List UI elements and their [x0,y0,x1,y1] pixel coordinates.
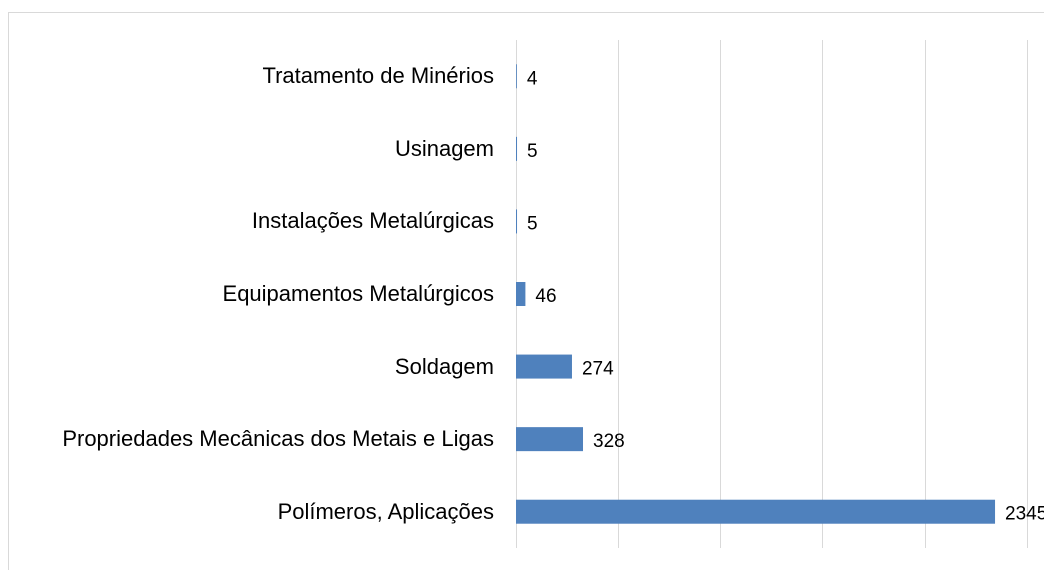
bar [516,499,996,524]
bar [516,209,518,234]
bar [516,136,518,161]
category-label: Instalações Metalúrgicas [251,208,494,234]
data-label: 274 [582,359,614,380]
category-label: Usinagem [394,135,494,161]
bar [516,282,526,306]
data-label: 5 [527,213,538,234]
data-label: 5 [527,141,538,162]
data-label: 4 [527,68,538,89]
category-label-box: Instalações Metalúrgicas [14,208,494,234]
chart-frame [8,12,1044,570]
category-label-box: Propriedades Mecânicas dos Metais e Liga… [14,426,494,452]
bar [516,64,517,89]
data-label: 328 [593,431,625,452]
category-label: Soldagem [394,353,494,379]
category-label-box: Soldagem [14,354,494,380]
category-label-box: Tratamento de Minérios [14,63,494,89]
category-label-box: Equipamentos Metalúrgicos [14,281,494,307]
category-label: Propriedades Mecânicas dos Metais e Liga… [62,426,494,452]
category-label: Equipamentos Metalúrgicos [222,281,494,306]
data-label: 2345 [1005,504,1044,525]
category-label-box: Usinagem [14,136,494,162]
category-label: Tratamento de Minérios [262,63,494,89]
category-label-box: Polímeros, Aplicações [14,499,494,525]
bar [516,427,584,452]
data-label: 46 [535,286,556,307]
bar [516,354,572,379]
category-label: Polímeros, Aplicações [277,498,494,524]
